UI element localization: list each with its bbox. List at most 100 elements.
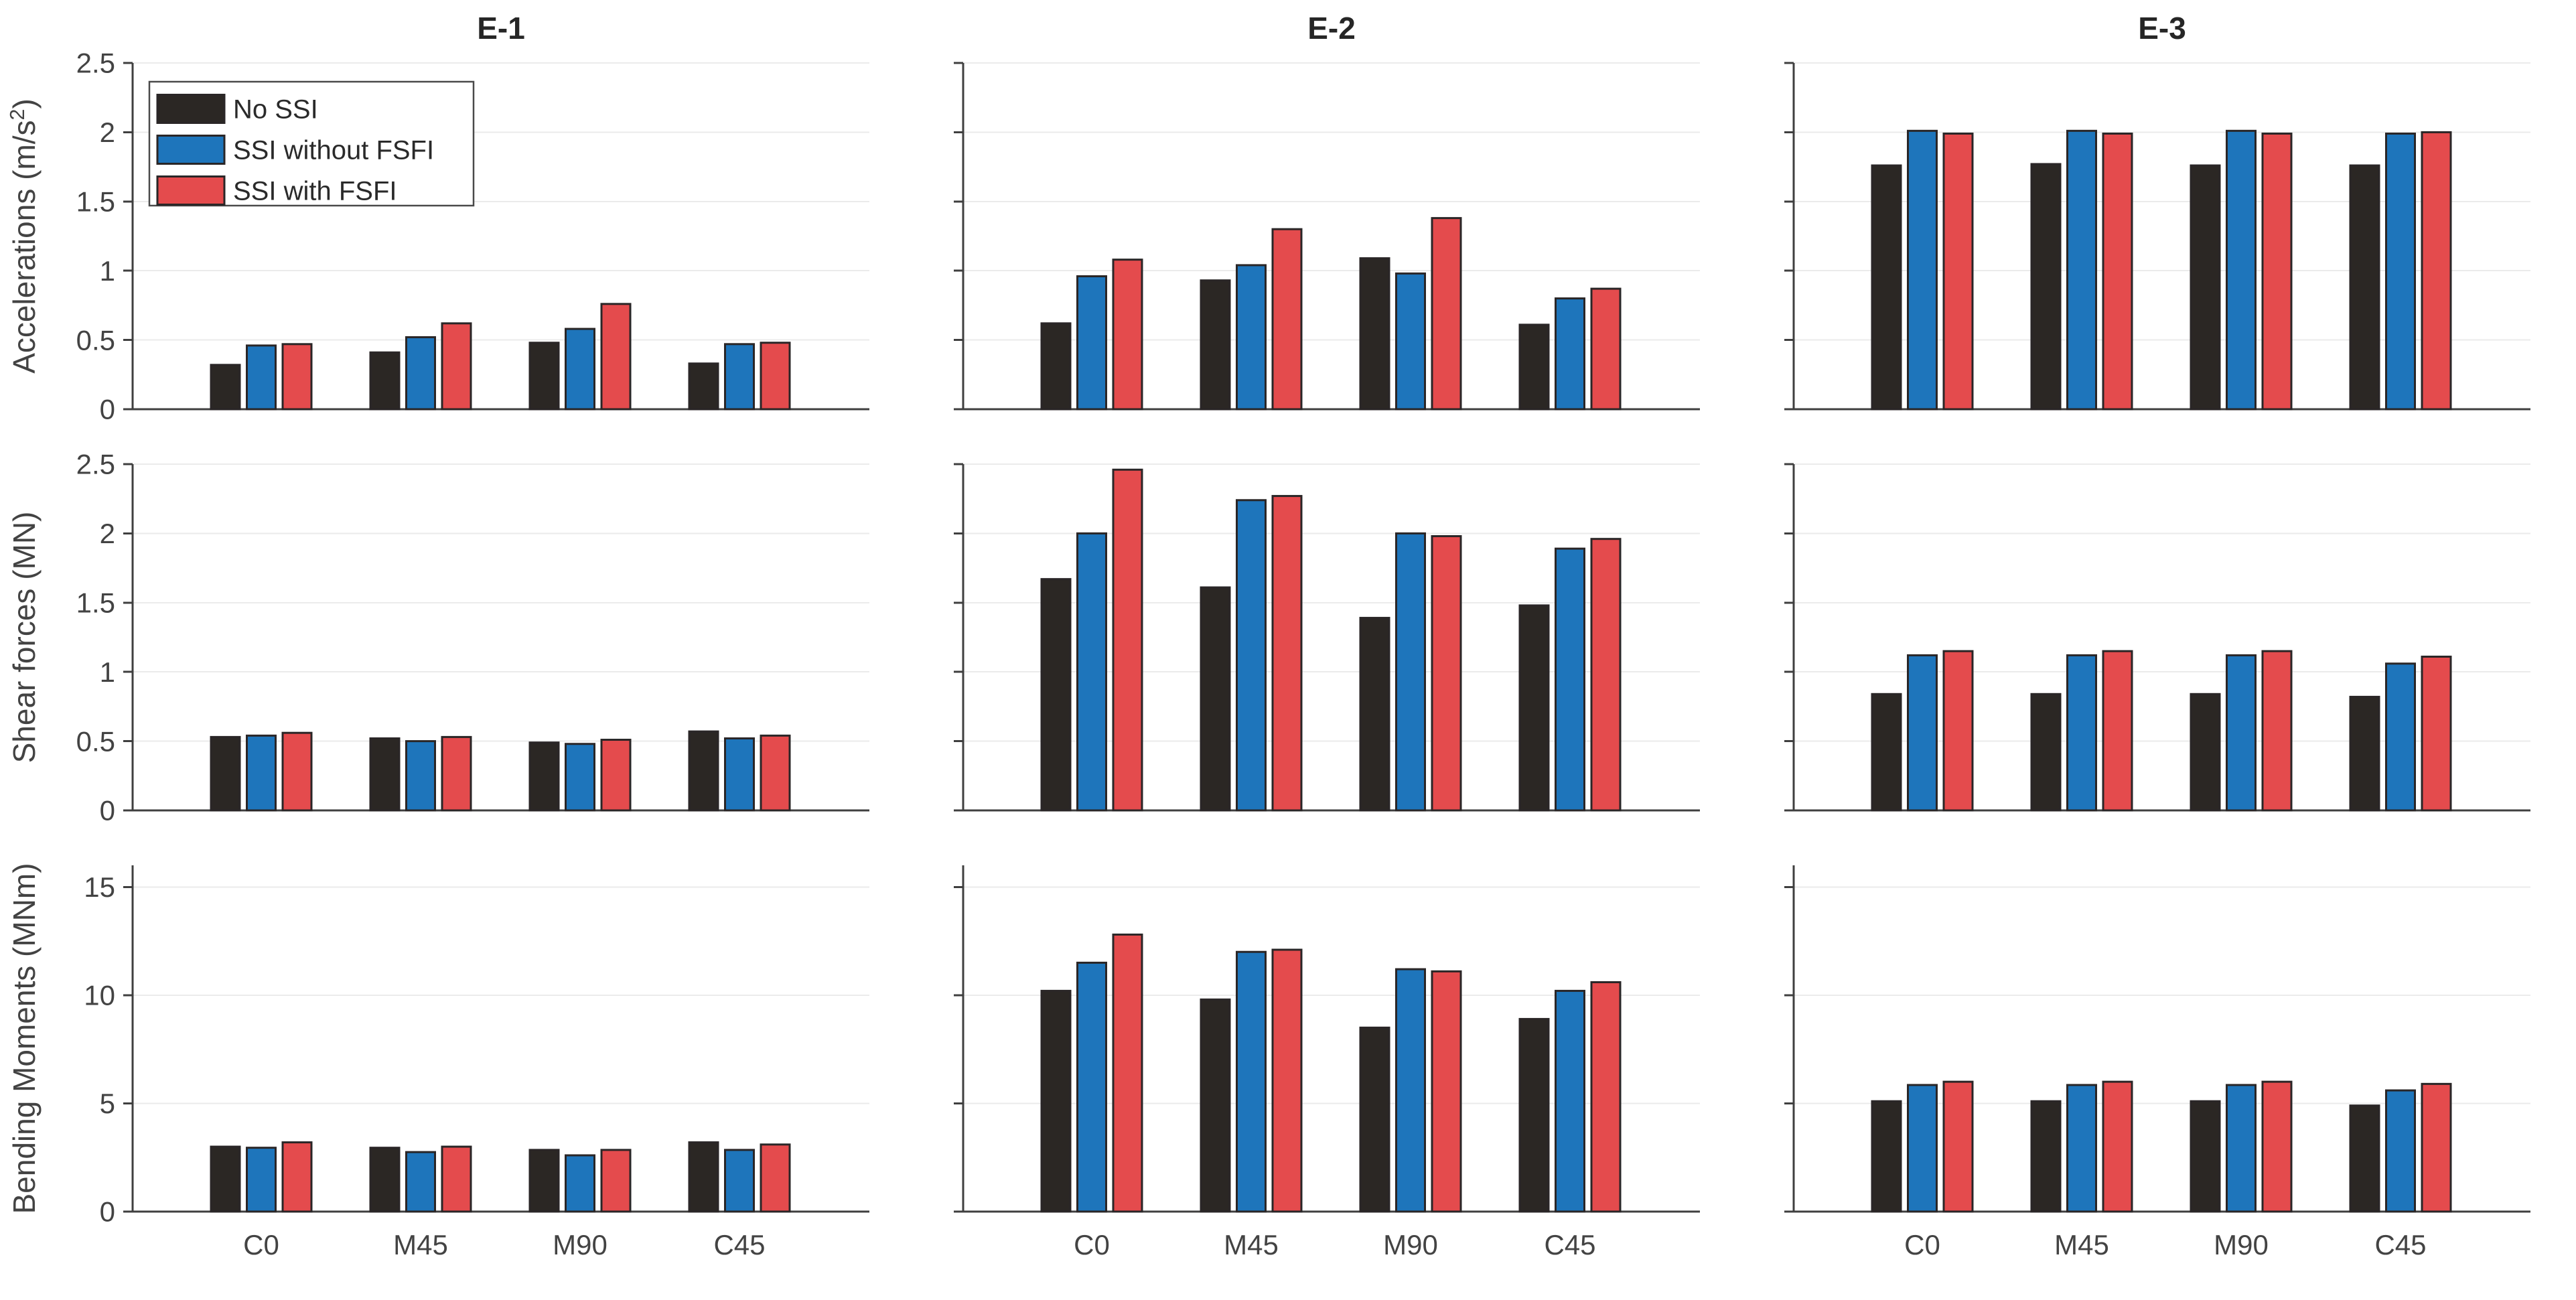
bar-E-2-M90-series3 (1431, 217, 1462, 411)
bar-E-2-C0-series3 (1112, 468, 1143, 812)
y-tick-label: 0.5 (76, 324, 115, 356)
bar-E-1-M90-series3 (600, 1149, 632, 1213)
bar-E-3-M45-series2 (2066, 129, 2097, 411)
bar-E-2-M90-series3 (1431, 970, 1462, 1213)
bar-E-1-C45-series3 (760, 1143, 791, 1213)
bar-E-3-C0-series2 (1907, 1084, 1938, 1213)
bar-E-3-M45-series3 (2102, 132, 2133, 411)
bar-E-1-M90-series1 (528, 1149, 560, 1213)
bar-E-3-C0-series3 (1942, 132, 1974, 411)
y-axis-label: Bending Moments (MNm) (7, 863, 42, 1214)
x-tick-label: M45 (393, 1229, 448, 1260)
bar-E-1-M45-series3 (441, 1145, 472, 1213)
bar-E-2-C45-series1 (1518, 604, 1550, 812)
bar-E-3-C45-series2 (2385, 1089, 2416, 1213)
x-tick-label: C0 (243, 1229, 279, 1260)
bar-E-3-M45-series3 (2102, 650, 2133, 812)
bar-E-1-M45-series2 (405, 740, 436, 812)
bar-E-2-C0-series2 (1076, 961, 1107, 1213)
bar-E-3-C45-series3 (2421, 655, 2452, 812)
bar-E-2-M45-series2 (1236, 499, 1267, 812)
bar-E-1-C45-series2 (724, 1149, 755, 1213)
bar-E-3-M45-series1 (2030, 163, 2062, 411)
subplot-E-1-row2 (123, 463, 869, 812)
y-axis-label: Accelerations (m/s2) (7, 98, 42, 374)
y-tick-label: 0.5 (76, 725, 115, 757)
bar-E-2-M90-series1 (1359, 617, 1390, 812)
bar-E-2-C0-series3 (1112, 933, 1143, 1213)
legend-label-series2: SSI without FSFI (233, 136, 434, 165)
bar-E-1-M45-series1 (369, 1147, 401, 1213)
bar-E-2-M45-series3 (1271, 948, 1303, 1213)
bar-E-1-C45-series3 (760, 342, 791, 411)
bar-E-3-M45-series1 (2030, 693, 2062, 812)
subplot-E-3-row2 (1784, 463, 2530, 812)
bar-E-2-M45-series2 (1236, 950, 1267, 1213)
bar-E-1-M90-series2 (565, 1154, 595, 1213)
bar-E-2-C45-series2 (1555, 547, 1585, 812)
bar-E-3-M90-series1 (2190, 693, 2221, 812)
bar-E-1-C45-series1 (688, 1141, 719, 1213)
x-tick-label: C45 (713, 1229, 765, 1260)
x-tick-label: M90 (1383, 1229, 1438, 1260)
bar-E-1-M45-series1 (369, 351, 401, 411)
legend-label-series3: SSI with FSFI (233, 177, 397, 206)
bar-E-2-M90-series3 (1431, 535, 1462, 812)
bar-E-1-C45-series2 (724, 737, 755, 812)
bar-E-1-C0-series3 (281, 1141, 313, 1213)
bar-E-3-C0-series2 (1907, 654, 1938, 812)
bar-E-3-C0-series3 (1942, 650, 1974, 812)
x-tick-label: C45 (2374, 1229, 2426, 1260)
bar-E-3-C45-series2 (2385, 132, 2416, 411)
bar-E-1-C0-series1 (210, 1145, 241, 1213)
bar-E-3-C0-series1 (1871, 1100, 1902, 1213)
x-tick-label: C0 (1904, 1229, 1940, 1260)
bar-E-3-M90-series3 (2261, 650, 2293, 812)
y-tick-label: 0 (100, 394, 115, 425)
y-tick-label: 2 (100, 518, 115, 549)
bar-E-3-C45-series1 (2349, 695, 2380, 812)
bar-E-3-M90-series2 (2226, 1084, 2257, 1213)
bar-E-3-C45-series1 (2349, 1104, 2380, 1213)
bar-E-1-M90-series3 (600, 303, 632, 411)
bar-E-2-C45-series3 (1590, 981, 1622, 1213)
bar-E-3-M90-series2 (2226, 654, 2257, 812)
subplot-E-2-row2 (954, 463, 1700, 812)
subplot-E-1-row3 (123, 865, 869, 1213)
bar-E-1-C0-series3 (281, 343, 313, 411)
subplot-title: E-1 (477, 11, 525, 46)
y-tick-label: 0 (100, 1196, 115, 1228)
x-tick-label: M45 (1224, 1229, 1279, 1260)
bar-E-1-C45-series2 (724, 343, 755, 411)
bar-E-2-C45-series1 (1518, 1017, 1550, 1213)
bar-E-2-M45-series2 (1236, 264, 1267, 411)
y-tick-label: 2.5 (76, 48, 115, 79)
bar-E-3-M45-series1 (2030, 1100, 2062, 1213)
bar-E-3-M45-series3 (2102, 1080, 2133, 1213)
y-tick-label: 15 (84, 871, 115, 903)
bar-E-1-M45-series1 (369, 737, 401, 812)
bar-E-2-C0-series2 (1076, 532, 1107, 812)
y-tick-label: 2 (100, 117, 115, 148)
bar-E-2-M45-series3 (1271, 228, 1303, 411)
bar-E-3-C45-series2 (2385, 662, 2416, 812)
x-tick-label: M90 (2214, 1229, 2269, 1260)
y-tick-label: 10 (84, 980, 115, 1011)
bar-E-2-C45-series3 (1590, 538, 1622, 812)
bar-E-1-C45-series1 (688, 362, 719, 411)
bar-E-3-M90-series1 (2190, 164, 2221, 411)
y-axis-label: Shear forces (MN) (7, 512, 42, 764)
bar-E-2-C45-series3 (1590, 287, 1622, 411)
bar-E-2-C45-series1 (1518, 323, 1550, 411)
bar-E-2-C45-series2 (1555, 989, 1585, 1213)
legend-swatch-series1 (156, 94, 226, 124)
bar-E-2-M45-series1 (1200, 279, 1231, 411)
subplot-E-3-row3 (1784, 865, 2530, 1213)
bar-E-1-C0-series3 (281, 731, 313, 812)
bar-E-3-M90-series2 (2226, 129, 2257, 411)
bar-E-1-M90-series2 (565, 328, 595, 411)
y-tick-label: 2.5 (76, 449, 115, 480)
bar-E-2-C0-series1 (1040, 578, 1072, 812)
legend-swatch-series2 (156, 135, 226, 165)
